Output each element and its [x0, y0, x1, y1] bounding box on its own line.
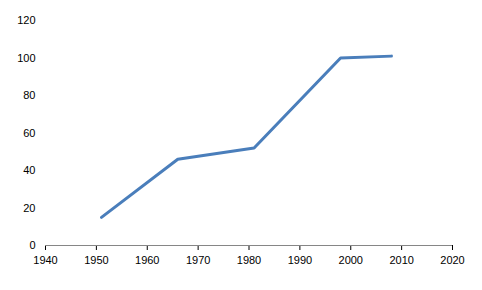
svg-text:1970: 1970 — [186, 254, 210, 266]
svg-text:120: 120 — [17, 14, 35, 26]
svg-text:1950: 1950 — [84, 254, 108, 266]
svg-text:40: 40 — [23, 164, 35, 176]
svg-text:1960: 1960 — [135, 254, 159, 266]
svg-text:80: 80 — [23, 89, 35, 101]
svg-text:0: 0 — [29, 239, 35, 251]
svg-text:100: 100 — [17, 52, 35, 64]
svg-text:60: 60 — [23, 127, 35, 139]
svg-text:20: 20 — [23, 202, 35, 214]
svg-text:1980: 1980 — [237, 254, 261, 266]
svg-text:2000: 2000 — [339, 254, 363, 266]
svg-text:1940: 1940 — [33, 254, 57, 266]
svg-text:2020: 2020 — [440, 254, 464, 266]
svg-text:1990: 1990 — [288, 254, 312, 266]
svg-text:2010: 2010 — [389, 254, 413, 266]
